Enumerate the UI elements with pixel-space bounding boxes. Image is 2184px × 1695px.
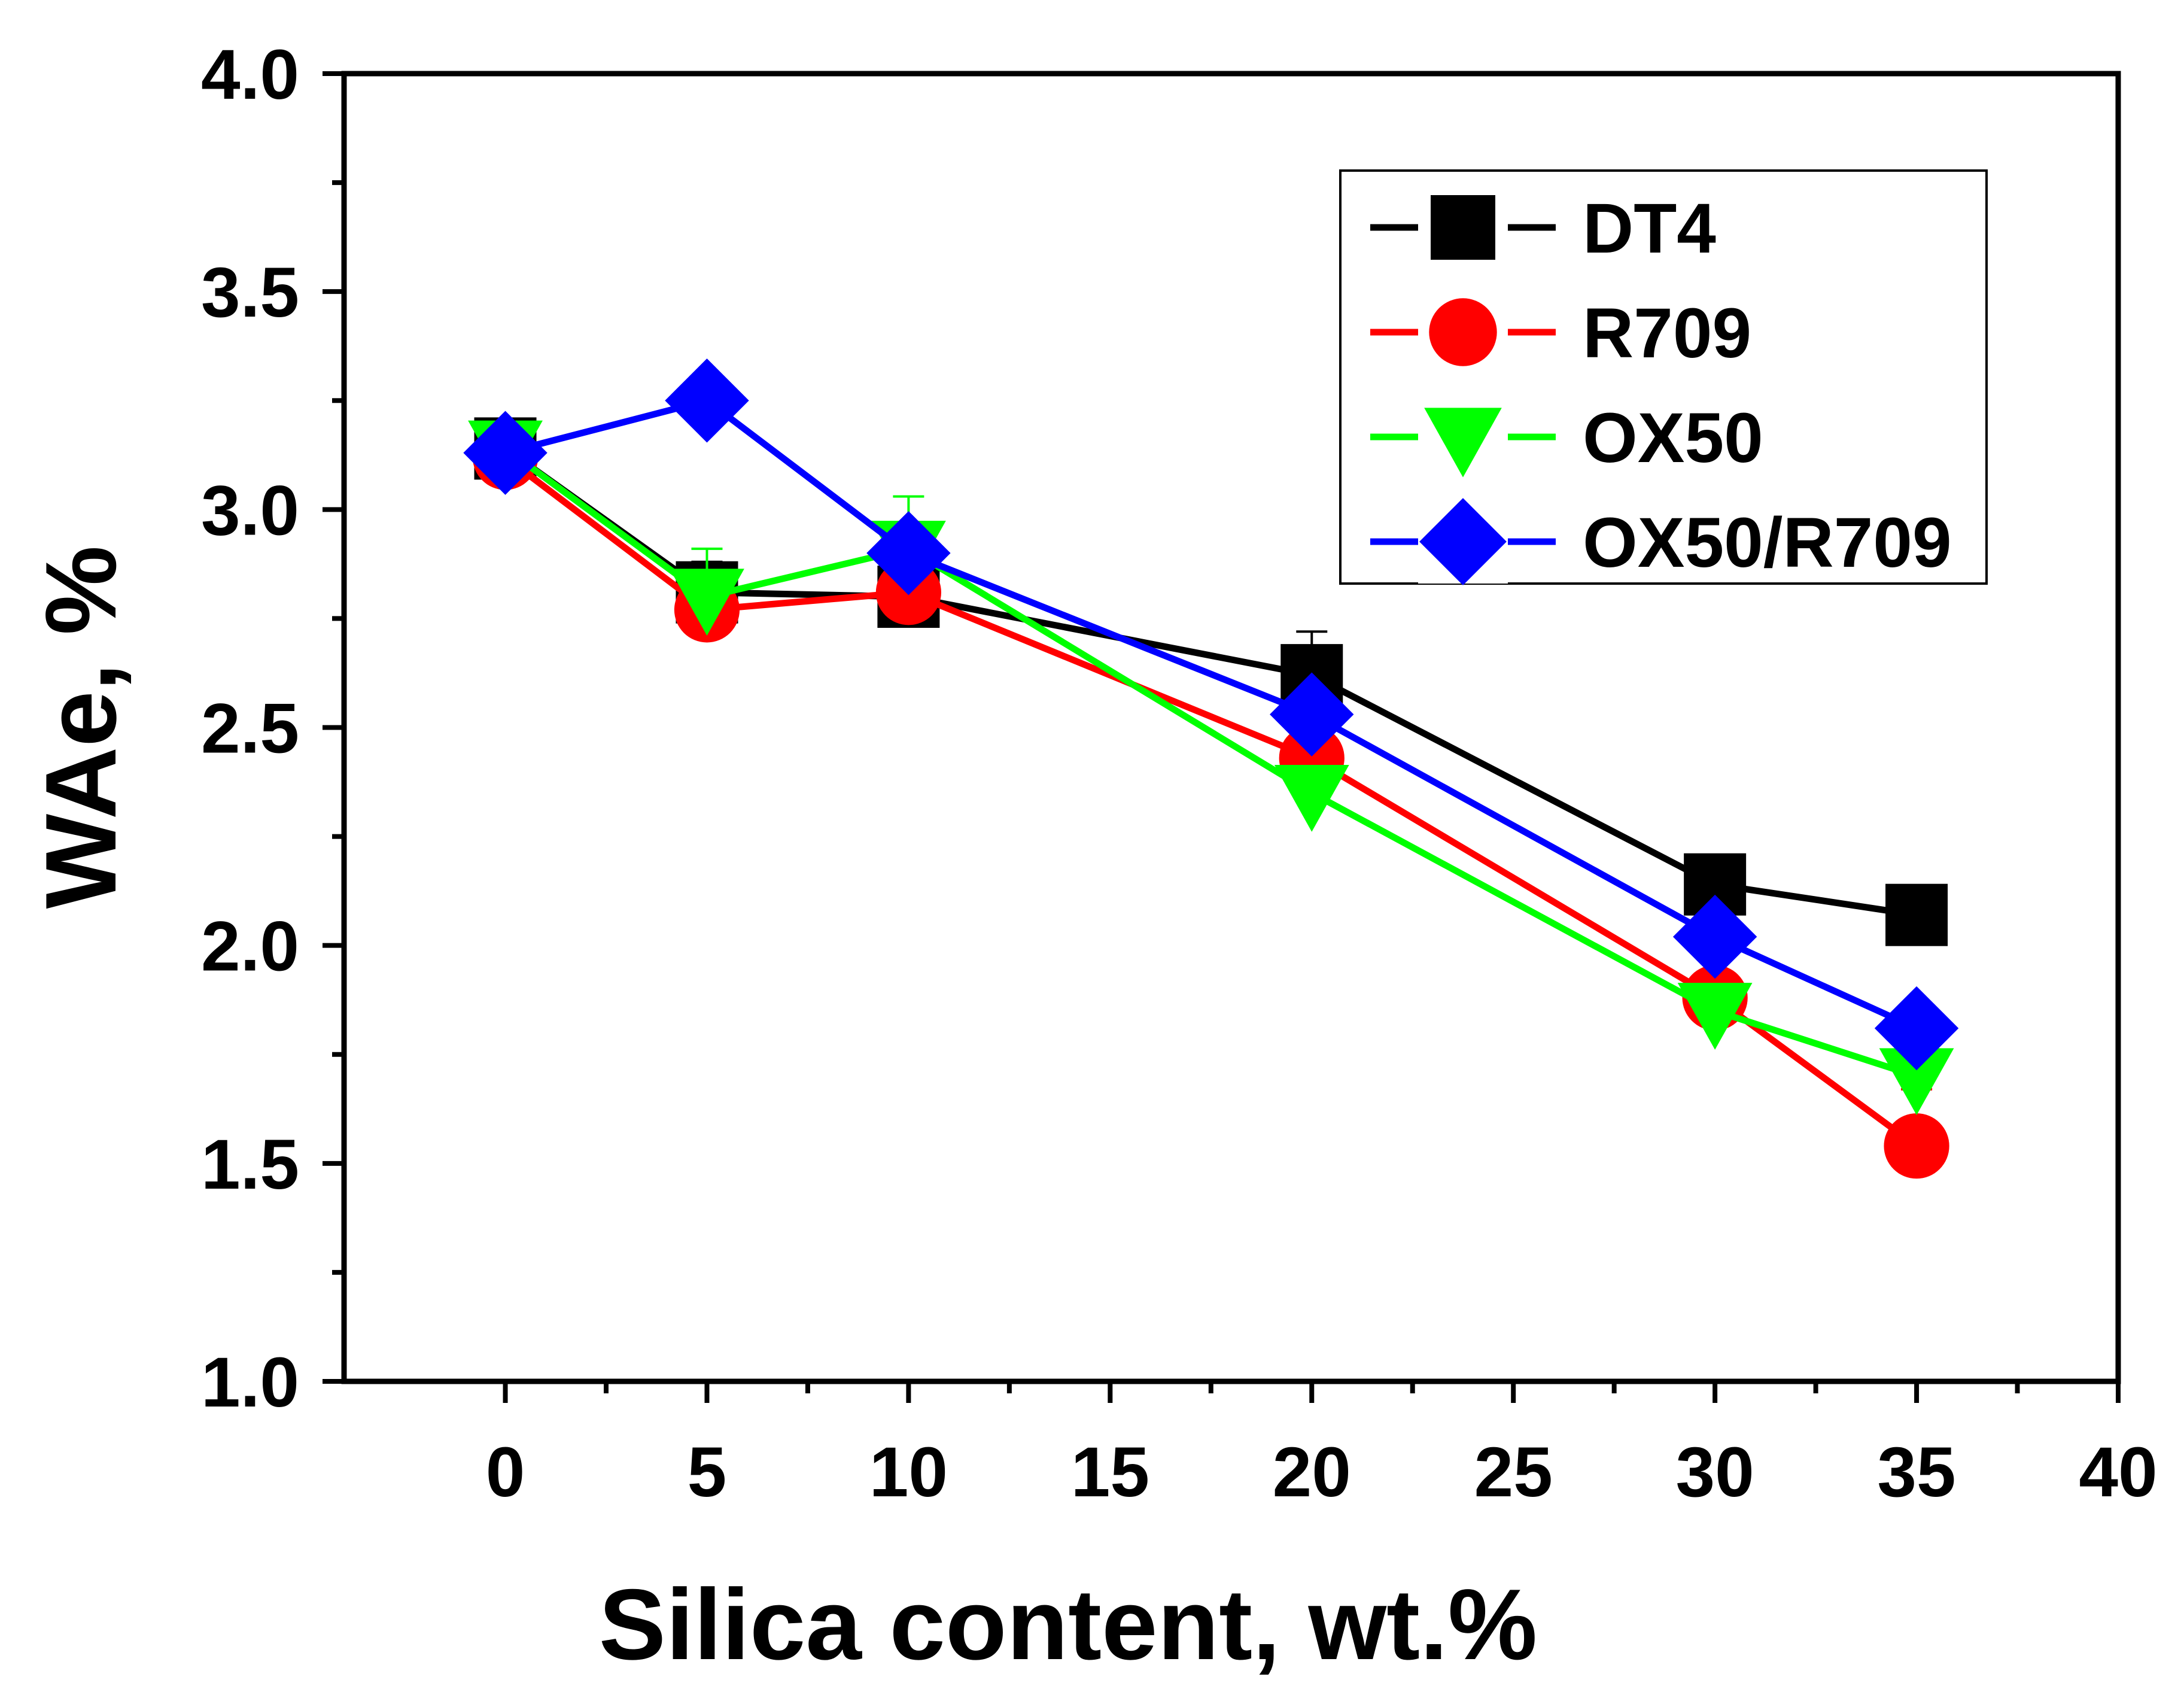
x-tick-label: 0: [486, 1433, 525, 1512]
x-tick-label: 20: [1273, 1433, 1351, 1512]
data-point-ox50-r709: [665, 359, 749, 443]
legend: DT4 R709 OX50 OX50/R709: [1339, 169, 1988, 585]
y-tick-label: 2.0: [201, 907, 299, 986]
data-point-ox50-r709: [866, 511, 951, 596]
x-axis-label: Silica content, wt.%: [599, 1568, 1537, 1681]
data-point-ox50: [1274, 764, 1349, 832]
legend-entries: DT4 R709 OX50 OX50/R709: [1370, 186, 1952, 585]
x-tick-label: 35: [1877, 1433, 1955, 1512]
data-point-ox50-r709: [1270, 672, 1354, 757]
data-point-ox50: [1677, 983, 1753, 1050]
legend-item-dt4: DT4: [1370, 186, 1716, 269]
tick-labels: 0 5 10 15 20 25 30 35 40 1.0 1.5 2.0 2.5 3.0 3.5 4.0: [201, 35, 2158, 1512]
x-tick-label: 25: [1474, 1433, 1553, 1512]
data-point-r709: [1884, 1113, 1949, 1179]
series-ox50-r709: [463, 359, 1959, 1071]
series-group: [463, 359, 1959, 1179]
x-tick-label: 30: [1676, 1433, 1754, 1512]
y-tick-label: 3.0: [201, 471, 299, 550]
legend-label-dt4: DT4: [1583, 189, 1716, 268]
series-line-ox50-r709: [504, 397, 1918, 1032]
legend-label-ox50: OX50: [1583, 399, 1763, 478]
x-tick-label: 15: [1071, 1433, 1149, 1512]
data-point-ox50: [670, 569, 744, 636]
data-point-ox50-r709: [1874, 986, 1959, 1071]
legend-label-ox50-r709: OX50/R709: [1583, 503, 1952, 582]
legend-label-r709: R709: [1583, 294, 1751, 373]
plot-frame: [341, 71, 2121, 1384]
data-point-ox50-r709: [1672, 894, 1757, 979]
x-tick-label: 40: [2079, 1433, 2157, 1512]
legend-marker-dt4: [1431, 195, 1495, 260]
legend-marker-ox50-r709: [1419, 498, 1507, 585]
legend-item-ox50-r709: OX50/R709: [1370, 498, 1952, 585]
y-tick-label: 4.0: [201, 35, 299, 114]
legend-marker-r709: [1429, 298, 1497, 366]
y-tick-label: 1.0: [201, 1343, 299, 1422]
legend-item-ox50: OX50: [1370, 395, 1763, 479]
x-tick-label: 10: [869, 1433, 948, 1512]
y-tick-label: 2.5: [201, 689, 299, 768]
y-tick-label: 3.5: [201, 253, 299, 332]
y-axis-label: WAe, %: [25, 546, 137, 909]
y-tick-label: 1.5: [201, 1125, 299, 1204]
x-tick-label: 5: [688, 1433, 727, 1512]
major-ticks: [323, 71, 2121, 1403]
data-point-ox50-r709: [463, 411, 547, 495]
legend-marker-ox50: [1424, 408, 1502, 478]
data-point-ox50: [1879, 1048, 1954, 1116]
data-point-dt4: [1885, 883, 1948, 946]
legend-item-r709: R709: [1370, 290, 1751, 374]
